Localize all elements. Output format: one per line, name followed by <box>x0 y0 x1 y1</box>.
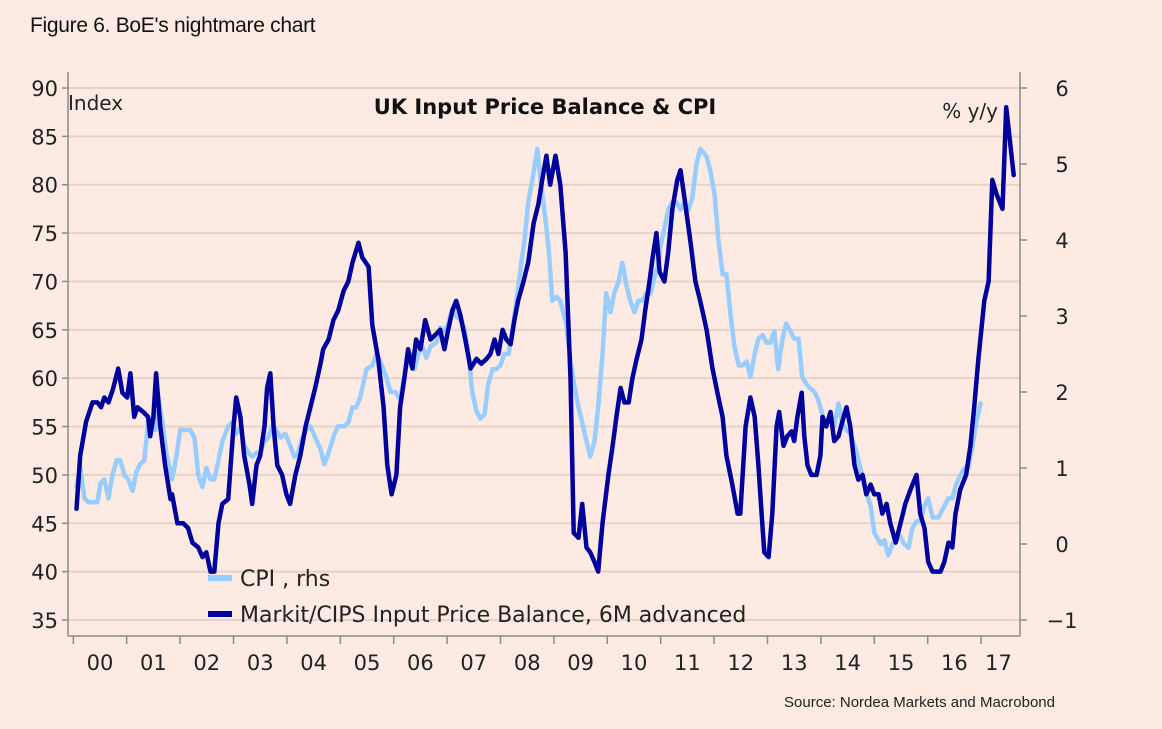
left-axis-unit-label: Index <box>68 91 123 115</box>
right-axis-tick-label: 6 <box>1055 77 1068 101</box>
right-axis-tick-label: −1 <box>1047 609 1078 633</box>
x-axis-tick-label: 10 <box>621 651 648 675</box>
left-axis-tick-label: 55 <box>31 416 58 440</box>
x-axis-tick-label: 09 <box>567 651 594 675</box>
right-axis-tick-label: 2 <box>1055 381 1068 405</box>
right-axis-tick-label: 3 <box>1055 305 1068 329</box>
x-axis-tick-label: 14 <box>834 651 861 675</box>
left-axis-tick-label: 50 <box>31 464 58 488</box>
left-axis-tick-label: 90 <box>31 77 58 101</box>
x-axis-tick-label: 12 <box>727 651 754 675</box>
chart-title: UK Input Price Balance & CPI <box>374 95 716 119</box>
right-axis-tick-label: 0 <box>1055 533 1068 557</box>
x-axis-tick-label: 03 <box>247 651 274 675</box>
legend-label-markit: Markit/CIPS Input Price Balance, 6M adva… <box>240 603 746 628</box>
x-axis-tick-label: 00 <box>87 651 114 675</box>
left-axis-tick-label: 80 <box>31 174 58 198</box>
series-lines <box>74 105 1016 574</box>
left-axis-tick-label: 75 <box>31 222 58 246</box>
x-axis-tick-label: 17 <box>985 651 1012 675</box>
x-axis-tick-label: 05 <box>354 651 381 675</box>
left-axis-tick-label: 60 <box>31 367 58 391</box>
x-axis-tick-label: 02 <box>193 651 220 675</box>
left-axis-tick-label: 70 <box>31 270 58 294</box>
figure-title: Figure 6. BoE's nightmare chart <box>30 14 316 37</box>
x-axis-tick-label: 08 <box>514 651 541 675</box>
x-axis-tick-label: 01 <box>140 651 167 675</box>
x-axis-tick-label: 11 <box>674 651 701 675</box>
markit-input-price-line <box>74 105 1016 574</box>
left-axis-tick-label: 35 <box>31 609 58 633</box>
x-axis-tick-label: 16 <box>941 651 968 675</box>
legend-label-cpi: CPI , rhs <box>240 567 330 592</box>
x-axis-tick-label: 15 <box>888 651 915 675</box>
cpi-line <box>74 146 983 558</box>
left-axis-tick-label: 40 <box>31 561 58 585</box>
right-axis-unit-label: % y/y <box>942 99 998 123</box>
left-axis-tick-label: 45 <box>31 512 58 536</box>
right-axis-tick-label: 4 <box>1055 229 1068 253</box>
right-axis-tick-label: 1 <box>1055 457 1068 481</box>
left-axis-tick-label: 65 <box>31 319 58 343</box>
x-axis-tick-label: 07 <box>460 651 487 675</box>
x-axis-tick-label: 06 <box>407 651 434 675</box>
x-axis-tick-label: 13 <box>781 651 808 675</box>
legend: CPI , rhs Markit/CIPS Input Price Balanc… <box>208 567 746 628</box>
left-axis-tick-label: 85 <box>31 125 58 149</box>
right-axis-tick-label: 5 <box>1055 153 1068 177</box>
x-axis-tick-label: 04 <box>300 651 327 675</box>
source-note: Source: Nordea Markets and Macrobond <box>784 694 1055 711</box>
